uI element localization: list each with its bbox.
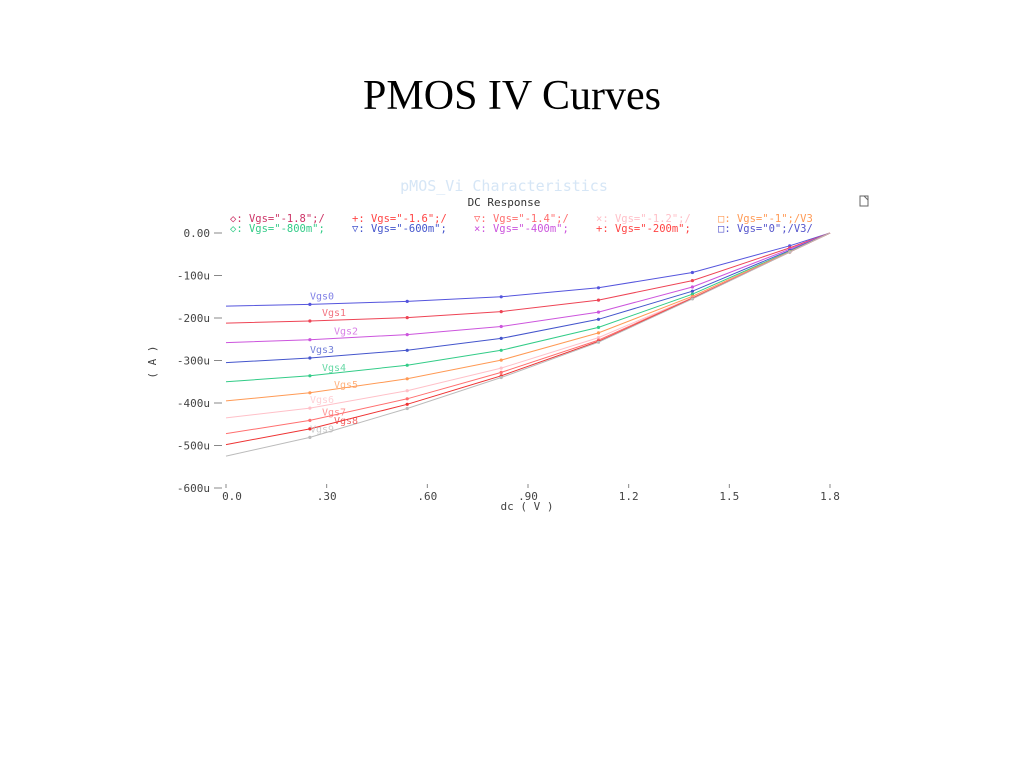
data-point	[499, 358, 503, 362]
series-label: Vgs5	[334, 380, 358, 391]
data-point	[596, 336, 601, 340]
data-point	[788, 250, 792, 254]
series-label: Vgs4	[322, 363, 346, 374]
series-line	[225, 232, 831, 364]
data-point	[405, 363, 409, 367]
data-point	[405, 397, 409, 401]
series-label: Vgs6	[310, 395, 334, 406]
data-point	[690, 279, 695, 283]
data-point	[308, 356, 312, 360]
y-tick-label: -600u	[177, 482, 210, 495]
iv-chart: pMOS_Vi Characteristics DC Response ◇: V…	[146, 177, 869, 513]
legend-entry: ×: Vgs="-400m";	[474, 223, 569, 235]
data-point	[405, 348, 409, 352]
data-point	[308, 374, 312, 378]
data-point	[499, 324, 503, 329]
legend-entry: □: Vgs="-1";/V3	[718, 213, 813, 225]
x-tick-label: 1.2	[619, 490, 639, 503]
series-line	[225, 232, 831, 383]
data-point	[499, 370, 503, 374]
data-point	[499, 348, 503, 352]
data-point	[308, 418, 312, 422]
data-point	[405, 406, 409, 411]
x-tick-label: .60	[417, 490, 437, 503]
page-icon[interactable]	[859, 195, 869, 207]
slide-title: PMOS IV Curves	[363, 73, 661, 119]
legend-entry: +: Vgs="-200m";	[596, 223, 691, 235]
data-point	[499, 336, 503, 340]
data-point	[405, 402, 409, 406]
series-label: Vgs8	[334, 416, 358, 427]
x-axis-label: dc ( V )	[501, 500, 554, 513]
y-tick-label: -200u	[177, 312, 210, 325]
data-point	[596, 310, 601, 314]
series-line	[225, 232, 831, 324]
data-point	[690, 285, 695, 289]
series-label: Vgs9	[310, 424, 334, 435]
data-point	[405, 389, 409, 393]
chart-axes: 0.00 -100u -200u -300u -400u -500u -600u 0.0 .30…	[177, 227, 840, 503]
legend-entry: ◇: Vgs="-1.8";/	[230, 213, 325, 225]
data-point	[308, 435, 312, 439]
y-tick-label: -100u	[177, 270, 210, 283]
y-tick-label: -400u	[177, 397, 210, 410]
x-tick-label: 0.0	[222, 490, 242, 503]
series-line	[225, 232, 831, 457]
data-point	[596, 298, 601, 302]
series-layer	[225, 232, 831, 457]
series-label: Vgs7	[322, 407, 346, 418]
data-point	[405, 377, 409, 381]
chart-title: pMOS_Vi Characteristics	[400, 177, 608, 195]
data-point	[308, 391, 312, 395]
series-label: Vgs1	[322, 308, 346, 319]
data-point	[596, 340, 601, 344]
legend-entry: +: Vgs="-1.6";/	[352, 213, 447, 225]
data-point	[499, 375, 503, 380]
data-point	[405, 333, 409, 337]
data-point	[308, 302, 312, 306]
chart-subtitle: DC Response	[468, 196, 541, 209]
data-point	[308, 338, 312, 342]
x-tick-label: .90	[518, 490, 538, 503]
data-point	[690, 297, 695, 301]
data-point	[308, 427, 312, 431]
series-label: Vgs2	[334, 327, 358, 338]
y-tick-label: -300u	[177, 355, 210, 368]
legend-entry: ▽: Vgs="-600m";	[352, 223, 447, 235]
x-tick-label: 1.5	[719, 490, 739, 503]
series-line	[225, 232, 831, 307]
series-line	[225, 232, 831, 344]
legend-entry: ×: Vgs="-1.2";/	[596, 213, 691, 225]
legend-entry: □: Vgs="0";/V3/	[718, 223, 813, 235]
data-point	[690, 270, 695, 275]
series-line	[225, 232, 831, 402]
data-point	[405, 299, 409, 303]
data-point	[596, 331, 601, 335]
legend-entry: ▽: Vgs="-1.4";/	[474, 213, 569, 225]
data-point	[308, 406, 312, 410]
data-point	[690, 289, 695, 293]
data-point	[499, 295, 503, 299]
x-tick-label: 1.8	[820, 490, 840, 503]
data-point	[405, 316, 409, 320]
legend-entry: ◇: Vgs="-800m";	[230, 223, 325, 235]
data-point	[596, 286, 601, 290]
data-point	[499, 366, 503, 370]
x-tick-label: .30	[317, 490, 337, 503]
data-point	[308, 319, 312, 323]
series-label: Vgs3	[310, 345, 334, 356]
y-axis-label: ( A )	[146, 345, 159, 378]
data-point	[596, 317, 601, 321]
data-point	[596, 325, 601, 329]
chart-legend: ◇: Vgs="-1.8";/ +: Vgs="-1.6";/ ▽: Vgs="-1…	[230, 213, 813, 235]
data-point	[499, 310, 503, 314]
y-tick-label: -500u	[177, 440, 210, 453]
series-label: Vgs0	[310, 291, 334, 302]
series-line	[225, 232, 831, 419]
y-tick-label: 0.00	[184, 227, 211, 240]
